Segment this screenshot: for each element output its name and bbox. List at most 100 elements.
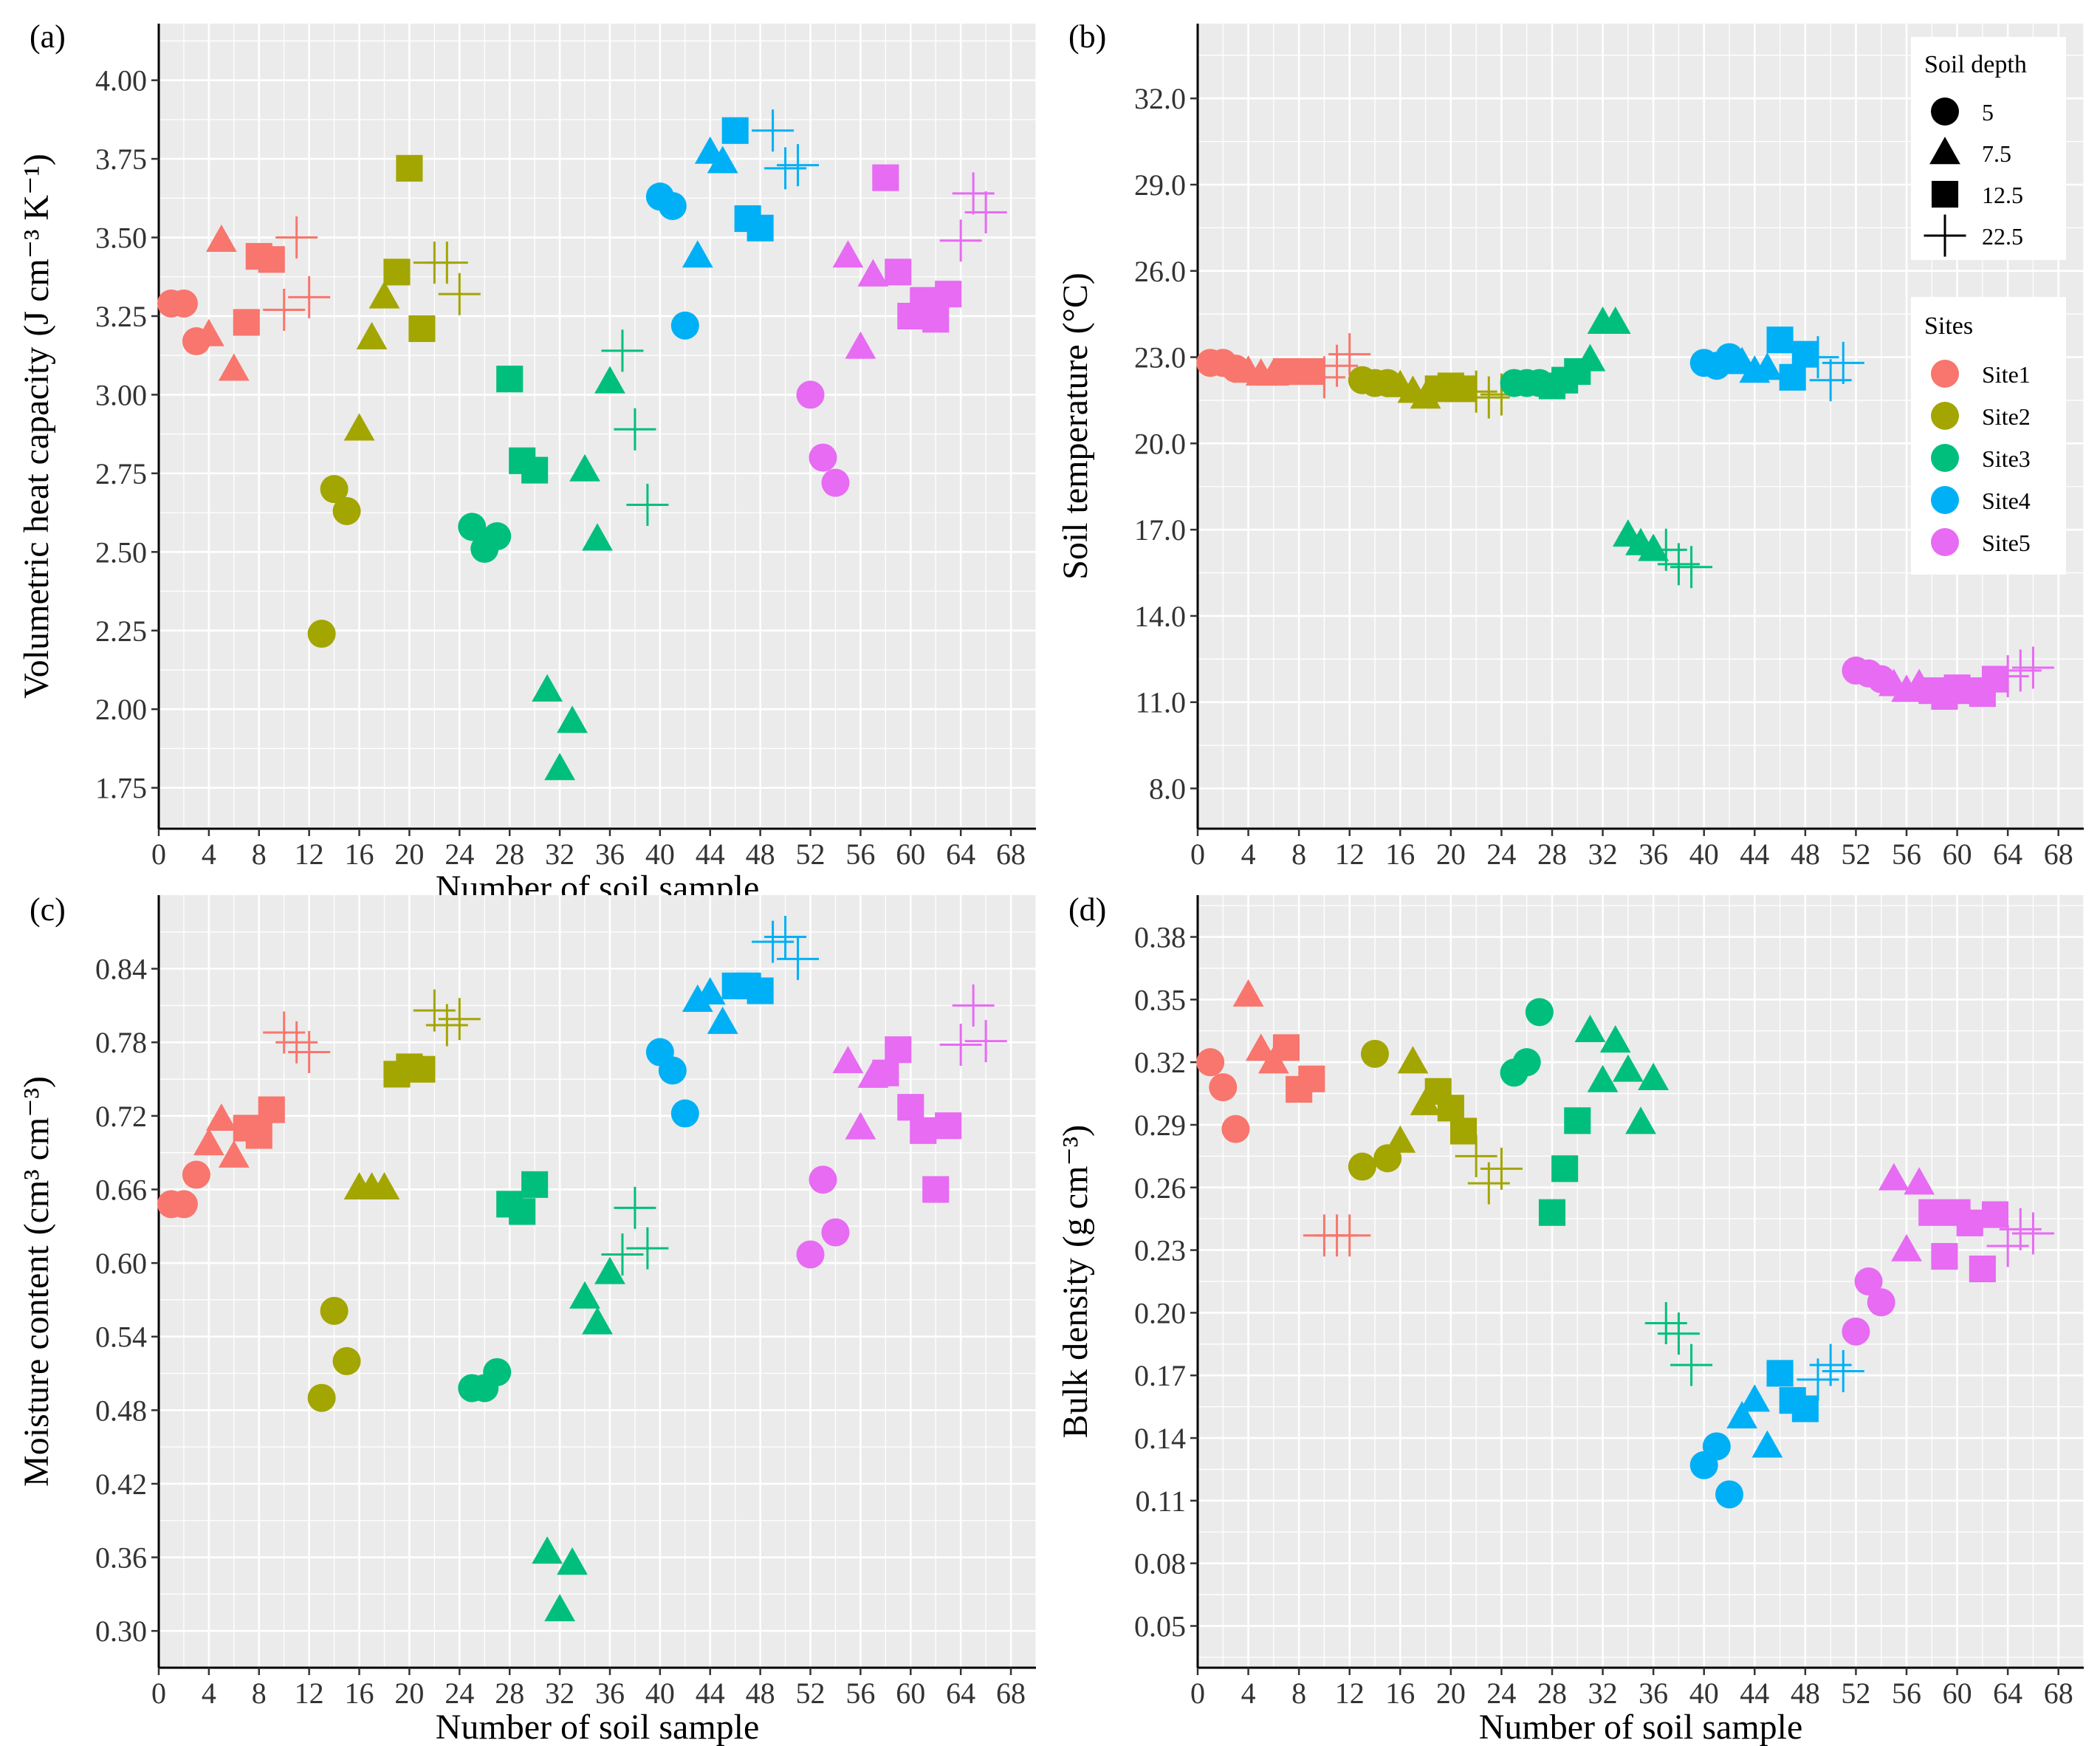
data-point bbox=[1878, 1163, 1909, 1191]
data-point bbox=[1791, 340, 1819, 368]
data-point bbox=[1739, 1384, 1771, 1412]
data-point bbox=[935, 1112, 962, 1140]
data-point bbox=[483, 522, 512, 551]
x-tick-label: 36 bbox=[1639, 1677, 1668, 1710]
data-point bbox=[796, 1240, 825, 1269]
y-tick-label: 14.0 bbox=[1134, 600, 1186, 633]
data-point bbox=[935, 281, 962, 308]
legend-depth-box bbox=[1911, 37, 2066, 260]
data-point bbox=[307, 1383, 336, 1412]
data-point bbox=[205, 1103, 237, 1132]
y-axis-unit: (°C) bbox=[1056, 273, 1095, 334]
x-tick-label: 20 bbox=[1436, 838, 1466, 871]
x-tick-label: 8 bbox=[1291, 838, 1306, 871]
x-tick-label: 16 bbox=[1385, 838, 1415, 871]
data-point bbox=[897, 1094, 924, 1121]
x-tick-label: 36 bbox=[1639, 838, 1668, 871]
data-point bbox=[1999, 649, 2042, 692]
data-point bbox=[218, 1140, 250, 1168]
data-point bbox=[425, 242, 468, 284]
legend-depth-label: 7.5 bbox=[1982, 140, 2011, 167]
data-point bbox=[1891, 1233, 1922, 1261]
data-point bbox=[320, 475, 349, 504]
data-point bbox=[1809, 359, 1852, 402]
y-tick-label: 0.84 bbox=[95, 953, 147, 986]
data-point bbox=[832, 240, 864, 268]
data-point bbox=[1328, 333, 1371, 376]
data-point bbox=[1328, 1214, 1371, 1257]
legend-site-label: Site3 bbox=[1982, 445, 2031, 472]
x-tick-label: 40 bbox=[1689, 838, 1719, 871]
panel-c: 0.30 0.36 0.42 0.48 0.54 0.60 0.66 0.72 0.78 0.84… bbox=[17, 891, 1037, 1746]
y-tick-label: 0.72 bbox=[95, 1100, 147, 1133]
x-tick-label: 4 bbox=[1241, 838, 1256, 871]
data-point bbox=[1209, 1073, 1238, 1102]
legend-site-label: Site4 bbox=[1982, 487, 2031, 514]
legend-site-circle-icon bbox=[1931, 402, 1959, 430]
data-point bbox=[532, 674, 563, 702]
data-point bbox=[1822, 1350, 1864, 1393]
x-tick-label: 44 bbox=[1740, 1677, 1769, 1710]
data-point bbox=[809, 443, 837, 472]
data-point bbox=[670, 311, 699, 340]
data-point bbox=[764, 147, 807, 190]
data-point bbox=[233, 309, 260, 336]
y-axis-label: Bulk density (g cm⁻³) bbox=[1056, 1125, 1095, 1438]
x-tick-label: 60 bbox=[1943, 1677, 1972, 1710]
data-point bbox=[1587, 1064, 1619, 1092]
legend-depth-circle-icon bbox=[1931, 97, 1959, 126]
data-point bbox=[1999, 1208, 2042, 1250]
data-point bbox=[205, 224, 237, 252]
data-point bbox=[694, 976, 726, 1005]
data-point bbox=[1437, 1095, 1464, 1122]
data-point bbox=[845, 331, 876, 359]
data-point bbox=[425, 1004, 468, 1047]
data-point bbox=[408, 315, 436, 343]
data-point bbox=[1384, 1125, 1416, 1153]
y-tick-label: 0.17 bbox=[1134, 1359, 1186, 1392]
x-tick-label: 68 bbox=[2044, 1677, 2073, 1710]
data-point bbox=[1791, 1395, 1819, 1423]
data-point bbox=[1551, 1155, 1579, 1182]
y-tick-label: 11.0 bbox=[1135, 686, 1186, 719]
data-point bbox=[332, 1346, 361, 1375]
x-tick-label: 48 bbox=[746, 1677, 775, 1710]
legend-depth-plus-icon bbox=[1924, 214, 1966, 257]
data-point bbox=[1599, 1025, 1631, 1053]
data-point bbox=[521, 456, 549, 484]
x-tick-label: 8 bbox=[252, 1677, 267, 1710]
x-tick-label: 32 bbox=[545, 838, 574, 871]
x-tick-label: 4 bbox=[202, 838, 216, 871]
data-point bbox=[1232, 979, 1264, 1007]
legend-depth-square-icon bbox=[1931, 180, 1959, 208]
data-point bbox=[1726, 1400, 1758, 1428]
x-tick-label: 8 bbox=[1291, 1677, 1306, 1710]
data-point bbox=[332, 496, 361, 525]
data-point bbox=[1298, 357, 1325, 386]
data-point bbox=[1657, 1312, 1700, 1355]
data-point bbox=[885, 1036, 912, 1064]
data-point bbox=[438, 273, 481, 315]
data-point bbox=[2011, 1212, 2054, 1255]
data-point bbox=[1455, 1134, 1497, 1177]
data-point bbox=[682, 240, 713, 268]
y-tick-label: 32.0 bbox=[1134, 82, 1186, 115]
legend-site-label: Site1 bbox=[1982, 361, 2031, 388]
data-point bbox=[1221, 1115, 1250, 1143]
x-tick-label: 36 bbox=[595, 1677, 625, 1710]
data-point bbox=[1625, 1106, 1656, 1134]
x-tick-label: 0 bbox=[1190, 1677, 1205, 1710]
data-point bbox=[1245, 1033, 1277, 1061]
y-axis-label: Volumetric heat capacity (J cm⁻³ K⁻¹) bbox=[17, 154, 56, 699]
legend-depth-label: 22.5 bbox=[1982, 223, 2023, 250]
legend-depth-label: 5 bbox=[1982, 99, 1994, 126]
data-point bbox=[821, 468, 850, 497]
x-tick-label: 52 bbox=[796, 1677, 826, 1710]
data-point bbox=[964, 1020, 1007, 1063]
data-point bbox=[288, 275, 331, 318]
x-axis-label: Number of soil sample bbox=[1479, 1708, 1803, 1746]
data-point bbox=[1272, 1034, 1300, 1061]
data-point bbox=[169, 1190, 198, 1219]
y-axis-label: Moisture content (cm³ cm⁻³) bbox=[17, 1076, 56, 1487]
data-point bbox=[910, 1117, 937, 1144]
